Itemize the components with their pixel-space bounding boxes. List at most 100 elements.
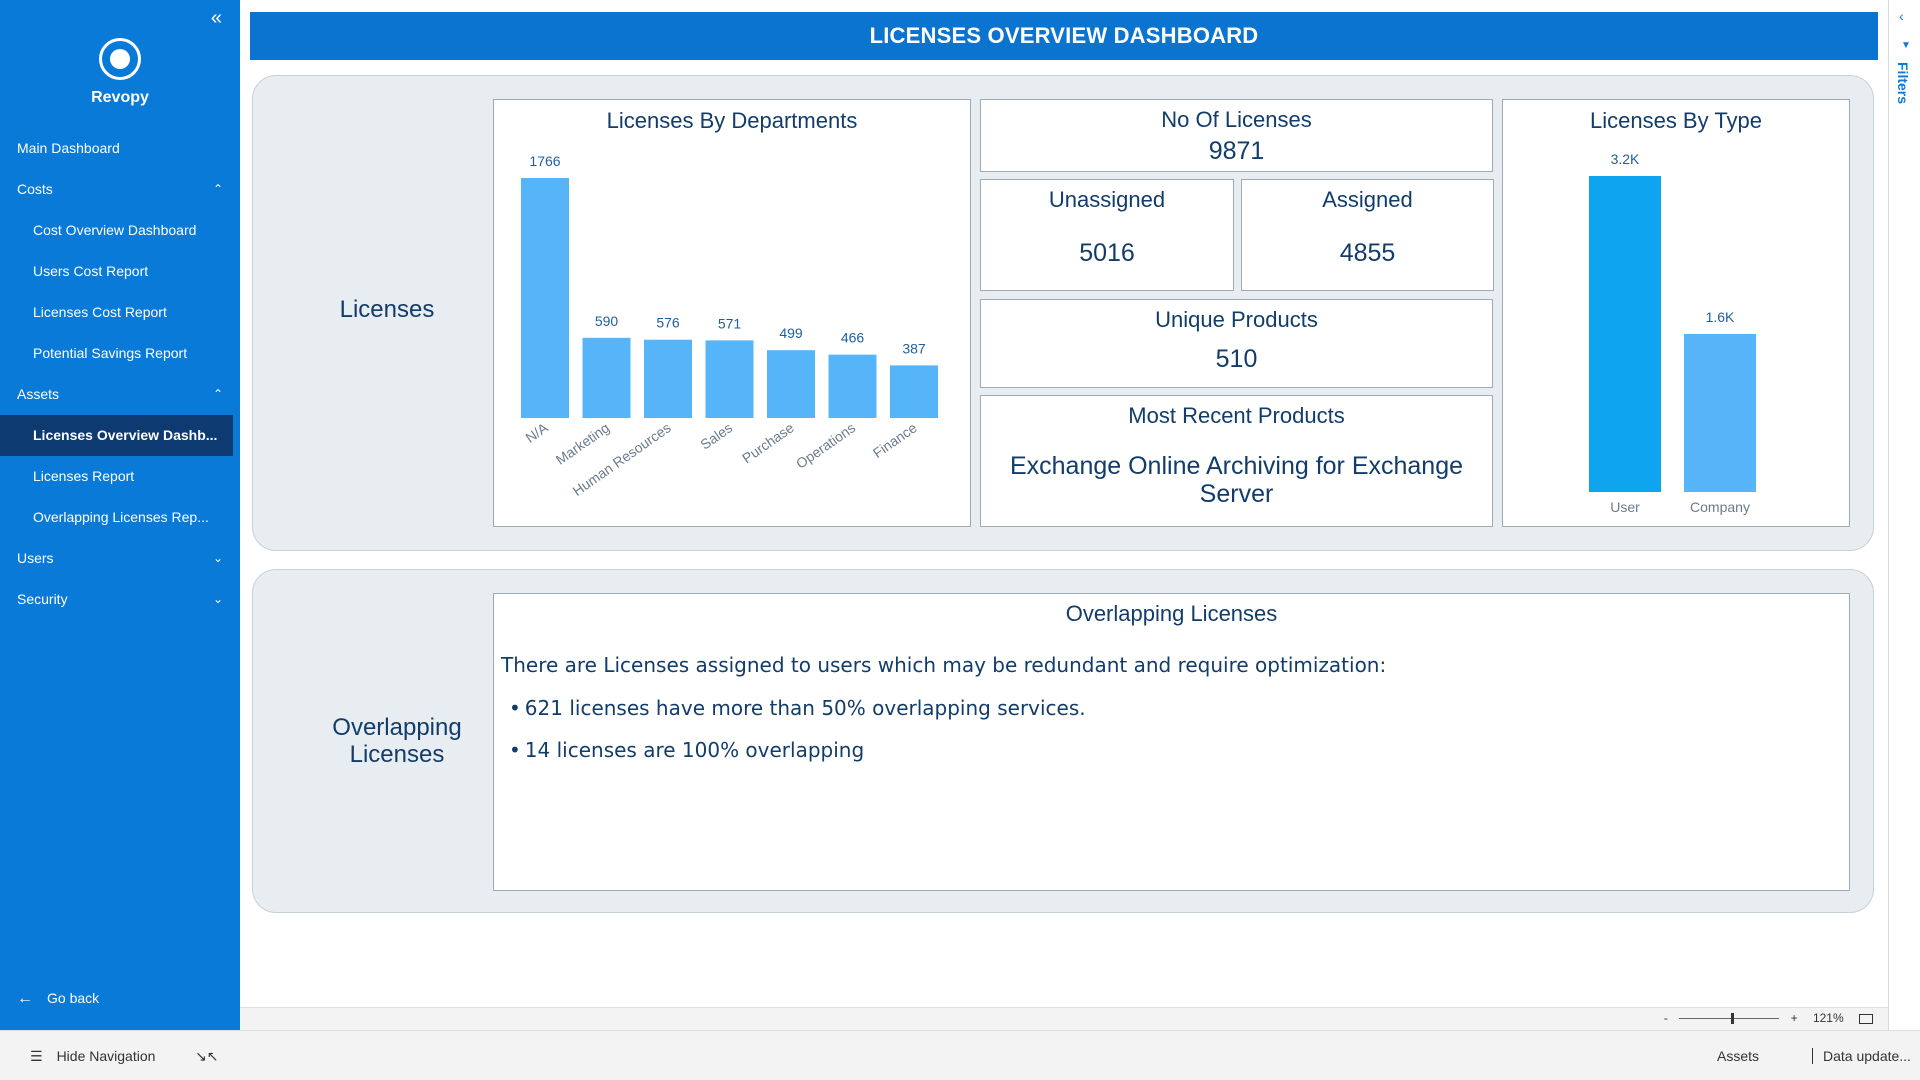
sidebar-item-label: Security <box>17 591 68 607</box>
category-label: Marketing <box>553 419 613 467</box>
chart-title: Licenses By Type <box>1589 108 1763 133</box>
zoom-slider[interactable] <box>1679 1013 1780 1025</box>
licenses-by-departments-card: Licenses By Departments 1766 N/A 590 Market… <box>493 99 971 527</box>
overlapping-licenses-card: Overlapping Licenses There are Licenses … <box>493 593 1850 891</box>
data-label: 1.6K <box>1706 309 1735 325</box>
go-back-button[interactable]: ← Go back <box>17 990 99 1008</box>
zoom-out-button[interactable]: - <box>1663 1011 1668 1025</box>
zoom-in-button[interactable]: + <box>1790 1011 1798 1025</box>
kpi-title: Unassigned <box>1048 187 1166 212</box>
sidebar-item-label: Cost Overview Dashboard <box>33 222 197 238</box>
sidebar-item-label: Main Dashboard <box>17 140 120 156</box>
data-label: 576 <box>656 315 680 331</box>
bar <box>582 337 631 418</box>
sidebar-item-licenses-cost-report[interactable]: Licenses Cost Report <box>0 292 233 333</box>
overlap-bullet: 14 licenses are 100% overlapping <box>509 738 864 762</box>
fit-to-page-icon[interactable] <box>1859 1013 1873 1024</box>
filter-icon: ▼ <box>1901 40 1911 51</box>
sidebar-item-label: Licenses Report <box>33 468 135 484</box>
category-label: Sales <box>697 419 735 452</box>
sidebar-item-label: Potential Savings Report <box>33 345 188 361</box>
sidebar-item-licenses-overview-dashboard[interactable]: Licenses Overview Dashb... <box>0 415 233 456</box>
bar <box>705 340 754 418</box>
bar <box>644 339 692 418</box>
zoom-control: - + 121% <box>1664 1011 1873 1025</box>
kpi-title: Assigned <box>1322 187 1413 212</box>
go-back-label: Go back <box>47 990 100 1006</box>
status-assets[interactable]: Assets <box>1717 1048 1760 1064</box>
licenses-by-type-card: Licenses By Type 3.2K User 1.6K Company <box>1502 99 1850 527</box>
assigned-card: Assigned 4855 <box>1241 179 1494 291</box>
data-label: 1766 <box>529 153 560 169</box>
sidebar-item-label: Users <box>17 550 54 566</box>
data-label: 571 <box>718 315 742 331</box>
sidebar-item-main-dashboard[interactable]: Main Dashboard <box>0 128 233 169</box>
sidebar-item-label: Assets <box>17 386 60 402</box>
overlap-bullet: 621 licenses have more than 50% overlapp… <box>509 696 1086 720</box>
status-data-update[interactable]: Data update... <box>1812 1048 1911 1064</box>
data-label: 590 <box>595 313 619 329</box>
unique-products-card: Unique Products 510 <box>980 299 1493 388</box>
sidebar-item-costs[interactable]: Costs ⌃ <box>0 169 233 210</box>
kpi-title: Unique Products <box>1155 307 1318 332</box>
bar <box>767 350 815 418</box>
category-label: Purchase <box>739 419 797 466</box>
sidebar-item-assets[interactable]: Assets ⌃ <box>0 374 233 415</box>
sidebar-item-label: Overlapping Licenses Rep... <box>33 509 209 525</box>
sidebar-item-label: Users Cost Report <box>33 263 149 279</box>
data-label: 499 <box>779 325 803 341</box>
data-label: 466 <box>841 330 865 346</box>
category-label: Finance <box>870 419 920 461</box>
bar <box>890 365 938 418</box>
arrow-left-icon: ← <box>17 990 33 1007</box>
kpi-title: Most Recent Products <box>1128 403 1345 428</box>
brand-name: Revopy <box>91 89 149 106</box>
category-label: Operations <box>793 419 858 471</box>
kpi-value: Exchange Online Archiving for Exchange S… <box>1009 452 1464 508</box>
sidebar-item-users-cost-report[interactable]: Users Cost Report <box>0 251 233 292</box>
chevron-up-icon: ⌃ <box>212 182 223 196</box>
overlap-intro-text: There are Licenses assigned to users whi… <box>501 653 1387 677</box>
bar <box>521 178 569 418</box>
sidebar-item-users[interactable]: Users ⌄ <box>0 538 233 579</box>
sidebar-item-label: Licenses Overview Dashb... <box>33 427 218 443</box>
filters-label[interactable]: Filters <box>1895 62 1911 105</box>
unassigned-card: Unassigned 5016 <box>980 179 1234 291</box>
sidebar-item-cost-overview-dashboard[interactable]: Cost Overview Dashboard <box>0 210 233 251</box>
sidebar: « Revopy Main Dashboard Costs ⌃ Cost Over… <box>0 0 240 1030</box>
overlapping-licenses-panel: Overlapping Licenses Overlapping License… <box>252 569 1874 913</box>
status-bar: ☰ Hide Navigation ↘↖ Assets Data update..… <box>0 1030 1920 1080</box>
page-title: LICENSES OVERVIEW DASHBOARD <box>250 12 1878 60</box>
most-recent-products-card: Most Recent Products Exchange Online Arc… <box>980 395 1493 527</box>
sidebar-item-label: Licenses Cost Report <box>33 304 167 320</box>
chevron-up-icon: ⌃ <box>212 387 223 401</box>
filters-pane[interactable]: ‹ ▼ Filters <box>1888 0 1920 1030</box>
category-label: N/A <box>522 419 551 446</box>
data-label: 387 <box>902 340 926 356</box>
card-title: Overlapping Licenses <box>1065 601 1278 626</box>
minimize-icon[interactable]: ↘↖ <box>195 1048 219 1064</box>
collapse-sidebar-icon[interactable]: « <box>210 7 222 29</box>
bar <box>1589 176 1661 492</box>
chart-title: Licenses By Departments <box>606 108 858 133</box>
kpi-value: 510 <box>1215 345 1258 373</box>
sidebar-item-potential-savings-report[interactable]: Potential Savings Report <box>0 333 233 374</box>
hide-navigation-button[interactable]: ☰ Hide Navigation <box>30 1048 155 1065</box>
revopy-logo-icon <box>99 38 141 80</box>
licenses-section-label: Licenses <box>339 296 435 323</box>
kpi-title: No Of Licenses <box>1161 107 1312 132</box>
kpi-value: 5016 <box>1079 239 1135 267</box>
chevron-down-icon: ⌄ <box>212 551 223 565</box>
no-of-licenses-card: No Of Licenses 9871 <box>980 99 1493 172</box>
sidebar-item-overlapping-licenses-report[interactable]: Overlapping Licenses Rep... <box>0 497 233 538</box>
zoom-level: 121% <box>1812 1011 1844 1025</box>
zoom-slider-thumb[interactable] <box>1731 1013 1735 1025</box>
sidebar-item-licenses-report[interactable]: Licenses Report <box>0 456 233 497</box>
category-label: User <box>1610 499 1640 515</box>
bar <box>1684 334 1756 492</box>
expand-filters-icon[interactable]: ‹ <box>1899 8 1904 24</box>
hamburger-icon: ☰ <box>30 1048 43 1064</box>
sidebar-item-security[interactable]: Security ⌄ <box>0 579 233 620</box>
brand-logo: Revopy <box>0 38 240 107</box>
